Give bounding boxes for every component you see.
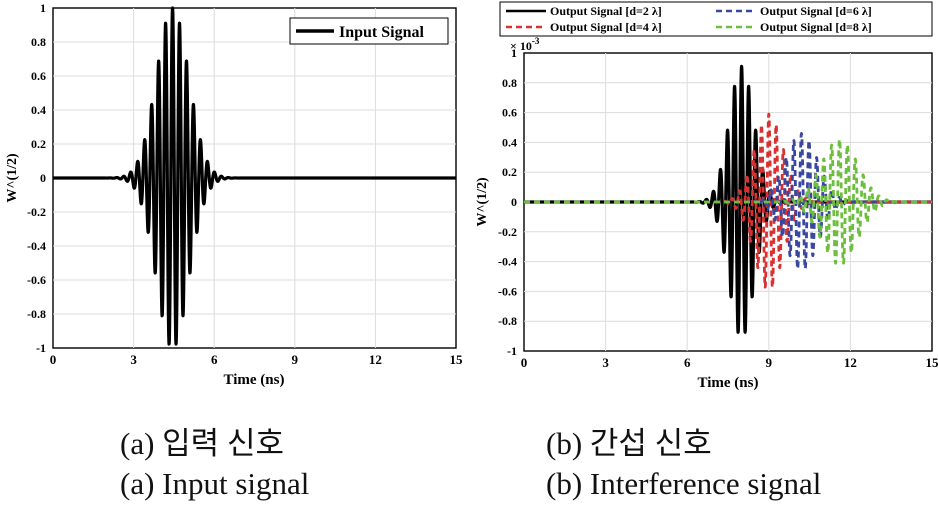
legend-label-d6: Output Signal [d=6 λ] (760, 4, 872, 18)
y-tick-label: 0.8 (502, 76, 517, 90)
y-tick-label: -0.2 (498, 225, 517, 239)
x-tick-label: 12 (844, 355, 857, 370)
y-tick-label: 0.4 (502, 135, 517, 149)
caption-a-english: (a) Input signal (120, 466, 310, 501)
caption-b-english: (b) Interference signal (546, 466, 822, 501)
x-tick-label: 9 (292, 352, 299, 367)
y-tick-label: 0.2 (502, 165, 517, 179)
y-tick-label: 0.2 (31, 137, 46, 151)
x-axis-label-a: Time (ns) (224, 372, 285, 388)
y-tick-label: -0.8 (498, 314, 517, 328)
x-tick-label: 0 (50, 352, 57, 367)
tick-labels-b: 0 3 6 9 12 15 -1 -0.8 -0.6 -0.4 -0.2 0 0.2 0.4 0.6 0.8 1 (498, 46, 938, 370)
legend-label-d2: Output Signal [d=2 λ] (550, 4, 662, 18)
y-axis-label-b: W^(1/2) (475, 177, 490, 227)
y-tick-label: -0.2 (27, 205, 46, 219)
x-tick-label: 6 (211, 352, 218, 367)
x-tick-label: 3 (130, 352, 137, 367)
x-tick-label: 12 (369, 352, 382, 367)
series-group-a (51, 6, 458, 346)
legend-label-d4: Output Signal [d=4 λ] (550, 20, 662, 34)
y-tick-label: -0.6 (27, 273, 46, 287)
chart-input-signal: 0 3 6 9 12 15 -1 -0.8 -0.6 -0.4 -0.2 0 0.2 0.4 0.6 0.8 1… (5, 1, 463, 388)
x-tick-label: 0 (521, 355, 528, 370)
y-tick-label: -0.4 (498, 255, 517, 269)
legend-b: Output Signal [d=2 λ] Output Signal [d=6… (499, 1, 933, 37)
y-tick-label: 1 (511, 46, 517, 60)
caption-b-korean: (b) 간섭 신호 (546, 426, 712, 461)
x-axis-label-b: Time (ns) (698, 375, 759, 391)
y-tick-label: -0.6 (498, 284, 517, 298)
x-tick-label: 3 (602, 355, 609, 370)
chart-interference-signal: 0 3 6 9 12 15 -1 -0.8 -0.6 -0.4 -0.2 0 0.2 0.4 0.6 0.8 1… (475, 1, 938, 391)
legend-label-d8: Output Signal [d=8 λ] (760, 20, 872, 34)
legend-a: Input Signal (289, 17, 449, 45)
series-line-a-0 (51, 6, 458, 346)
series-group-b (522, 64, 934, 334)
series-line-b-3 (522, 138, 934, 265)
x-tick-label: 9 (766, 355, 773, 370)
y-tick-label: -0.4 (27, 239, 46, 253)
y-tick-label: -1 (36, 341, 46, 355)
series-line-b-1 (522, 112, 934, 289)
y-axis-label-a: W^(1/2) (5, 153, 20, 203)
y-tick-label: -1 (507, 344, 517, 358)
y-exponent-b: × 10-3 (510, 36, 540, 53)
x-tick-label: 15 (450, 352, 464, 367)
y-tick-label: 0.6 (31, 69, 46, 83)
y-tick-label: 0 (511, 195, 517, 209)
y-tick-label: 1 (40, 1, 46, 15)
y-tick-label: 0.4 (31, 103, 46, 117)
legend-label-input: Input Signal (339, 24, 424, 41)
y-tick-label: 0 (40, 171, 46, 185)
tick-labels-a: 0 3 6 9 12 15 -1 -0.8 -0.6 -0.4 -0.2 0 0.2 0.4 0.6 0.8 1 (27, 1, 463, 367)
x-tick-label: 6 (684, 355, 691, 370)
y-tick-label: -0.8 (27, 307, 46, 321)
caption-a-korean: (a) 입력 신호 (120, 426, 284, 461)
y-tick-label: 0.6 (502, 106, 517, 120)
y-tick-label: 0.8 (31, 35, 46, 49)
x-tick-label: 15 (926, 355, 938, 370)
